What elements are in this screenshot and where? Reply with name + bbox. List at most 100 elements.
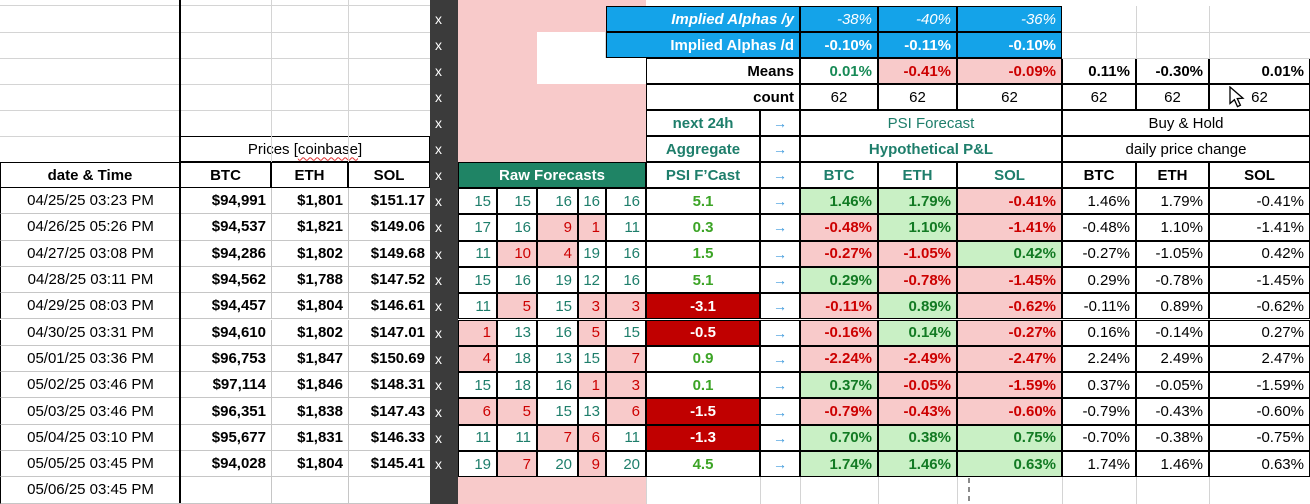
pnl-cell[interactable]: -2.24% (800, 345, 878, 373)
pnl-cell[interactable]: 0.63% (957, 451, 1062, 478)
daily-change-cell[interactable]: 1.46% (1136, 451, 1209, 478)
date-cell[interactable]: 04/27/25 03:08 PM (0, 240, 180, 267)
pnl-cell[interactable]: 1.79% (878, 188, 957, 215)
pnl-cell[interactable]: 0.37% (800, 372, 878, 399)
raw-forecast-cell[interactable]: 11 (458, 424, 497, 451)
daily-change-cell[interactable]: 1.79% (1136, 188, 1209, 215)
pnl-cell[interactable]: -2.49% (878, 345, 957, 373)
mean-bh-btc[interactable]: 0.11% (1062, 58, 1136, 84)
daily-change-cell[interactable]: 2.47% (1209, 345, 1310, 373)
pnl-cell[interactable]: 1.46% (878, 451, 957, 478)
count-bh-btc[interactable]: 62 (1062, 84, 1136, 110)
raw-forecast-cell[interactable]: 13 (497, 319, 537, 346)
pnl-cell[interactable]: 1.46% (800, 188, 878, 215)
date-cell[interactable]: 05/04/25 03:10 PM (0, 424, 180, 451)
mean-psi-btc[interactable]: 0.01% (800, 58, 878, 84)
raw-forecast-cell[interactable]: 16 (578, 188, 606, 215)
implied-alpha-d-btc[interactable]: -0.10% (800, 32, 878, 58)
raw-forecast-cell[interactable]: 11 (458, 293, 497, 320)
bh-btc-header[interactable]: BTC (1062, 162, 1136, 188)
x-marker[interactable]: x (435, 37, 442, 53)
date-cell[interactable]: 05/06/25 03:45 PM (0, 477, 180, 504)
daily-change-cell[interactable]: -0.60% (1209, 398, 1310, 425)
daily-change-cell[interactable]: -0.41% (1209, 188, 1310, 215)
raw-forecast-cell[interactable]: 15 (458, 266, 497, 294)
sol-price-cell[interactable]: $147.43 (348, 398, 430, 425)
pnl-btc-header[interactable]: BTC (800, 162, 878, 188)
sol-price-cell[interactable]: $148.31 (348, 372, 430, 399)
daily-change-cell[interactable]: 1.10% (1136, 214, 1209, 241)
raw-forecast-cell[interactable]: 16 (497, 266, 537, 294)
eth-price-cell[interactable]: $1,804 (271, 293, 348, 320)
x-marker[interactable]: x (435, 298, 442, 315)
eth-price-cell[interactable]: $1,838 (271, 398, 348, 425)
x-marker[interactable]: x (435, 11, 442, 27)
raw-forecasts-header[interactable]: Raw Forecasts (458, 162, 646, 188)
daily-change-cell[interactable]: 0.63% (1209, 451, 1310, 478)
btc-price-cell[interactable]: $94,286 (180, 240, 271, 267)
btc-price-cell[interactable]: $97,114 (180, 372, 271, 399)
pnl-cell[interactable]: -1.59% (957, 372, 1062, 399)
implied-alpha-d-eth[interactable]: -0.11% (878, 32, 957, 58)
sol-price-cell[interactable]: $146.33 (348, 424, 430, 451)
date-cell[interactable]: 04/30/25 03:31 PM (0, 319, 180, 346)
x-marker[interactable]: x (435, 167, 442, 183)
implied-alpha-d-sol[interactable]: -0.10% (957, 32, 1062, 58)
raw-forecast-cell[interactable]: 5 (578, 319, 606, 346)
btc-price-cell[interactable]: $94,537 (180, 214, 271, 241)
btc-price-cell[interactable]: $96,351 (180, 398, 271, 425)
empty-cell-patch[interactable] (537, 58, 646, 84)
implied-alphas-y-label[interactable]: Implied Alphas /y (606, 6, 800, 32)
raw-forecast-cell[interactable]: 16 (606, 266, 646, 294)
implied-alpha-y-eth[interactable]: -40% (878, 6, 957, 32)
daily-change-cell[interactable]: -0.79% (1062, 398, 1136, 425)
btc-price-cell[interactable] (180, 477, 271, 504)
daily-change-cell[interactable]: 0.89% (1136, 293, 1209, 320)
raw-forecast-cell[interactable]: 15 (458, 372, 497, 399)
raw-forecast-cell[interactable]: 17 (458, 214, 497, 241)
pnl-cell[interactable]: -0.60% (957, 398, 1062, 425)
pnl-cell[interactable]: 0.42% (957, 240, 1062, 267)
mean-psi-eth[interactable]: -0.41% (878, 58, 957, 84)
x-marker[interactable]: x (435, 141, 442, 157)
btc-price-cell[interactable]: $94,457 (180, 293, 271, 320)
sol-price-cell[interactable]: $145.41 (348, 451, 430, 478)
date-cell[interactable]: 05/05/25 03:45 PM (0, 451, 180, 478)
daily-change-cell[interactable]: 0.37% (1062, 372, 1136, 399)
x-marker[interactable]: x (435, 115, 442, 131)
daily-change-cell[interactable]: -1.05% (1136, 240, 1209, 267)
daily-change-cell[interactable]: -1.45% (1209, 266, 1310, 294)
sol-price-cell[interactable]: $151.17 (348, 188, 430, 215)
sol-price-cell[interactable] (348, 477, 430, 504)
raw-forecast-cell[interactable]: 16 (537, 188, 578, 215)
price-btc-header[interactable]: BTC (180, 162, 271, 188)
aggregate-label[interactable]: Aggregate (646, 136, 760, 162)
eth-price-cell[interactable]: $1,821 (271, 214, 348, 241)
date-cell[interactable]: 04/26/25 05:26 PM (0, 214, 180, 241)
pnl-cell[interactable]: -0.11% (800, 293, 878, 320)
raw-forecast-cell[interactable]: 12 (578, 266, 606, 294)
raw-forecast-cell[interactable]: 7 (497, 451, 537, 478)
daily-change-cell[interactable]: 0.42% (1209, 240, 1310, 267)
raw-forecast-cell[interactable]: 11 (497, 424, 537, 451)
pnl-cell[interactable]: -0.78% (878, 266, 957, 294)
pnl-cell[interactable]: -1.45% (957, 266, 1062, 294)
x-marker[interactable]: x (435, 324, 442, 341)
daily-change-cell[interactable]: -0.62% (1209, 293, 1310, 320)
price-eth-header[interactable]: ETH (271, 162, 348, 188)
raw-forecast-cell[interactable]: 7 (606, 345, 646, 373)
pnl-cell[interactable]: 0.29% (800, 266, 878, 294)
x-marker[interactable]: x (435, 193, 442, 210)
sol-price-cell[interactable]: $147.01 (348, 319, 430, 346)
bh-sol-header[interactable]: SOL (1209, 162, 1310, 188)
date-time-header[interactable]: date & Time (0, 162, 180, 188)
sol-price-cell[interactable]: $147.52 (348, 266, 430, 294)
daily-change-cell[interactable]: -0.38% (1136, 424, 1209, 451)
raw-forecast-cell[interactable]: 1 (458, 319, 497, 346)
raw-forecast-cell[interactable]: 4 (458, 345, 497, 373)
count-psi-sol[interactable]: 62 (957, 84, 1062, 110)
pnl-cell[interactable]: -1.05% (878, 240, 957, 267)
mean-bh-sol[interactable]: 0.01% (1209, 58, 1310, 84)
btc-price-cell[interactable]: $94,610 (180, 319, 271, 346)
pnl-cell[interactable]: 1.10% (878, 214, 957, 241)
